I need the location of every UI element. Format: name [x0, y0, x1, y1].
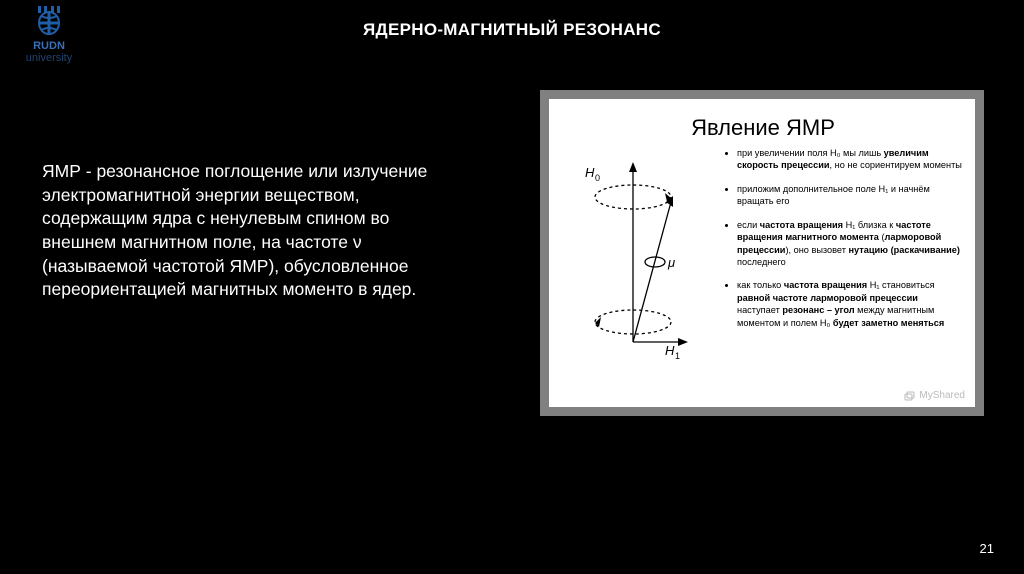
panel-bullet-item: как только частота вращения H₁ становить… [737, 279, 963, 329]
panel-bullet-item: приложим дополнительное поле H₁ и начнём… [737, 183, 963, 208]
body-paragraph: ЯМР - резонансное поглощение или излучен… [42, 160, 442, 302]
svg-text:H: H [585, 165, 595, 180]
panel-title: Явление ЯМР [563, 115, 963, 141]
figure-frame: Явление ЯМР [540, 90, 984, 416]
svg-text:1: 1 [675, 351, 680, 361]
panel-bullets: при увеличении поля H₀ мы лишь увеличим … [723, 147, 963, 377]
share-icon [904, 391, 916, 401]
logo-secondary: university [26, 52, 72, 64]
svg-text:0: 0 [595, 173, 600, 183]
watermark: MyShared [904, 390, 965, 401]
precession-diagram: H 0 μ H 1 [563, 147, 723, 377]
watermark-text: MyShared [919, 390, 965, 401]
slide-title: ЯДЕРНО-МАГНИТНЫЙ РЕЗОНАНС [0, 20, 1024, 40]
logo-primary: RUDN [33, 40, 65, 52]
svg-text:μ: μ [667, 255, 675, 270]
page-number: 21 [980, 541, 994, 556]
figure-panel: Явление ЯМР [549, 99, 975, 407]
panel-bullet-item: при увеличении поля H₀ мы лишь увеличим … [737, 147, 963, 172]
svg-text:H: H [665, 343, 675, 358]
panel-bullet-item: если частота вращения H₁ близка к частот… [737, 219, 963, 269]
